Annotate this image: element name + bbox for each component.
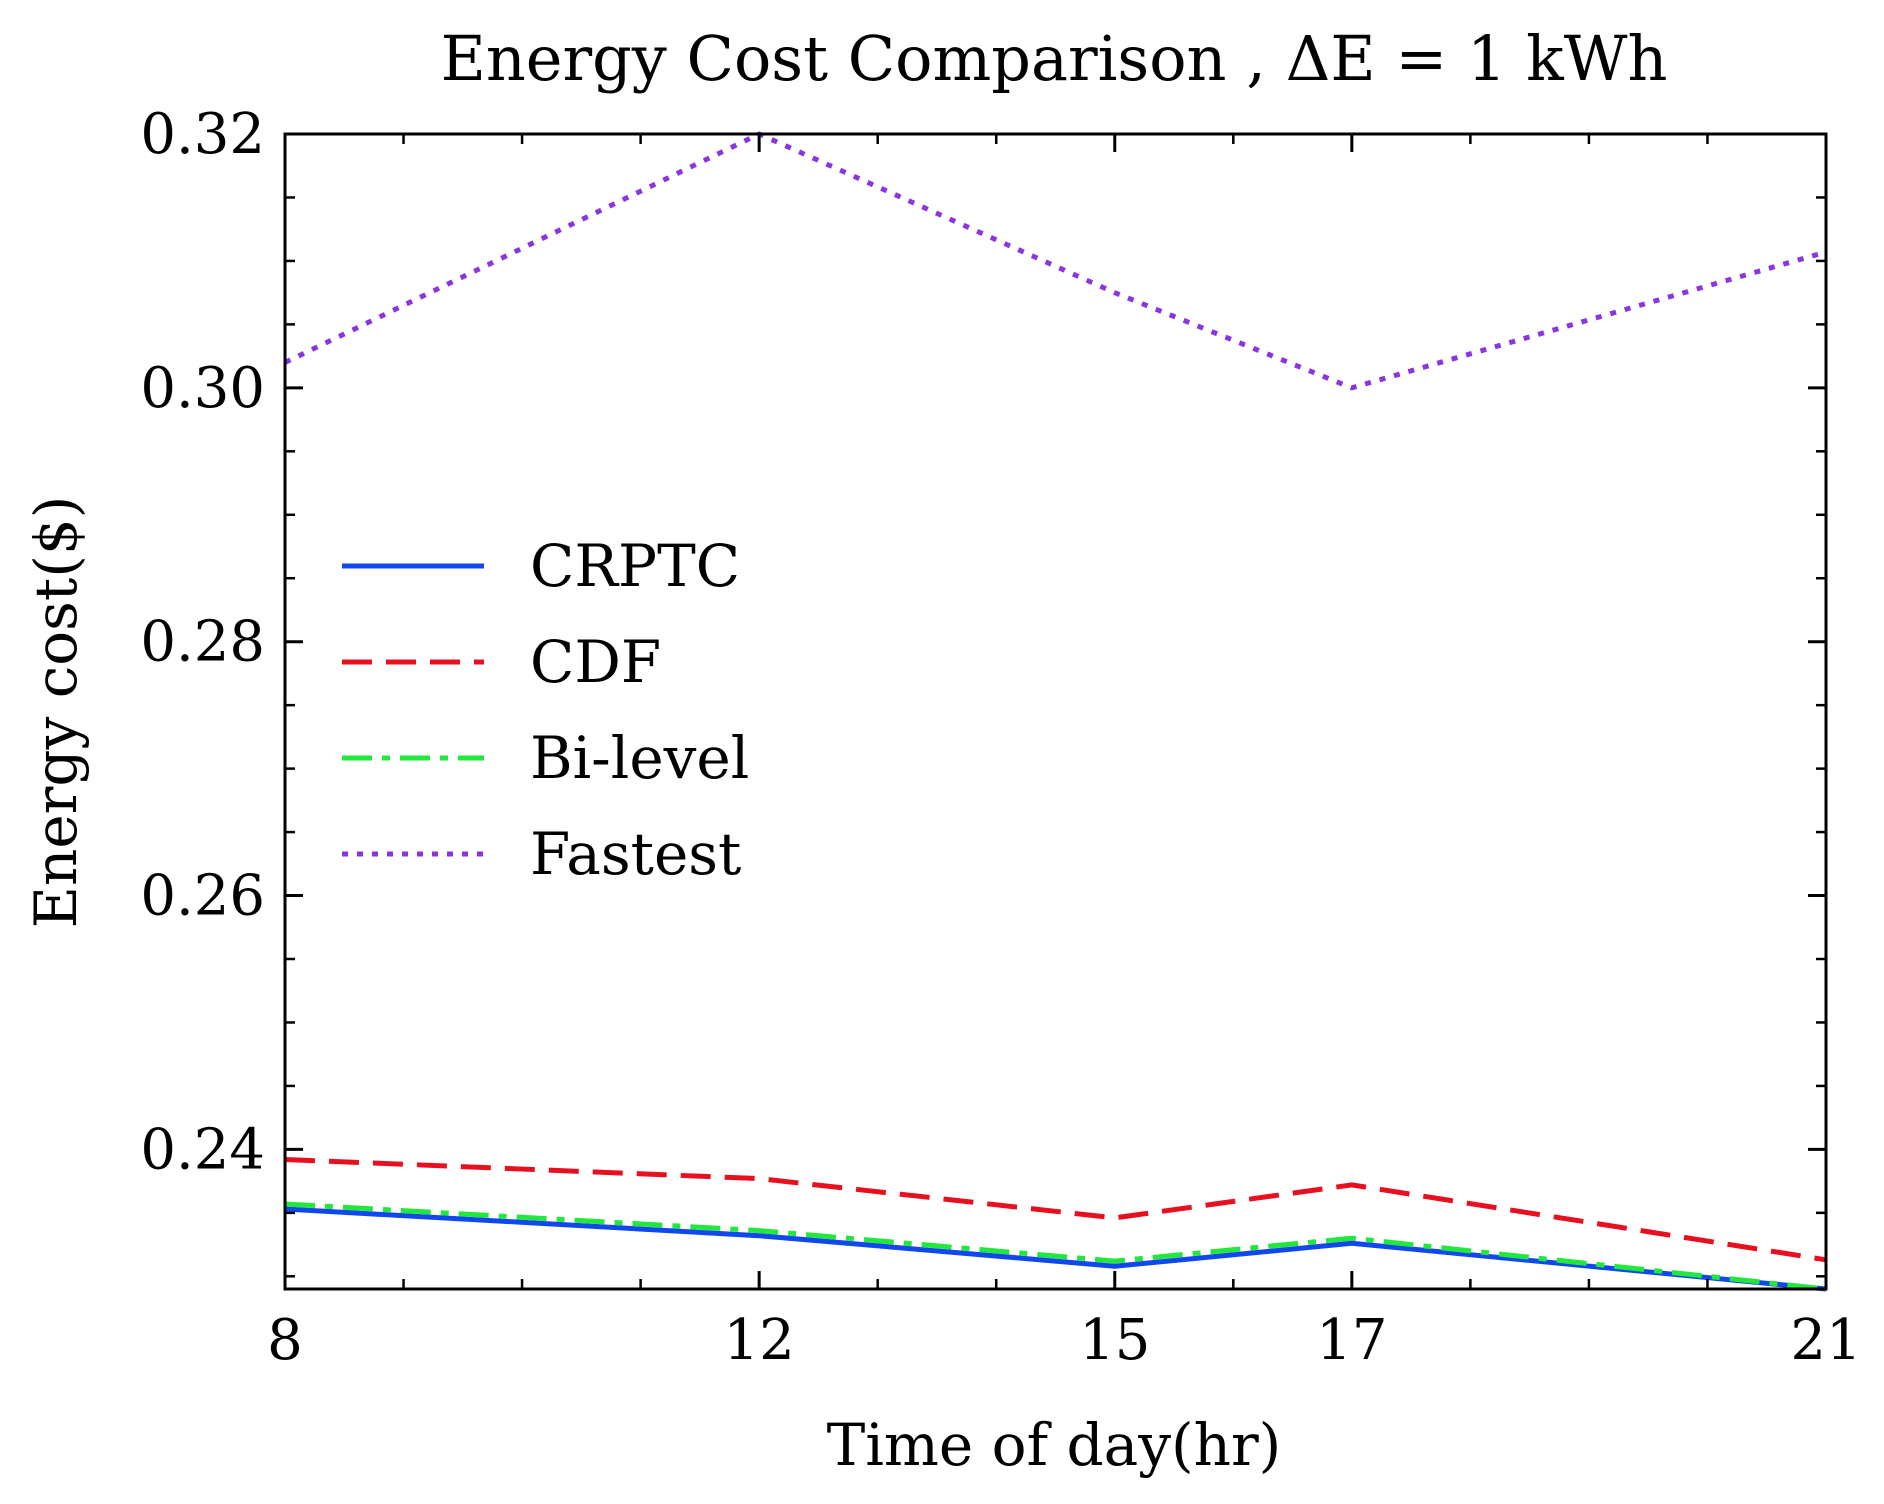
y-axis-label: Energy cost($) (22, 496, 90, 929)
y-tick-label: 0.32 (140, 102, 265, 167)
legend-label-bi-level: Bi-level (530, 724, 749, 792)
y-tick-label: 0.24 (140, 1117, 265, 1182)
x-tick-label: 12 (724, 1308, 795, 1373)
x-axis-label: Time of day(hr) (827, 1411, 1282, 1479)
legend-label-fastest: Fastest (530, 820, 741, 888)
y-tick-label: 0.26 (140, 864, 265, 929)
x-tick-label: 17 (1316, 1308, 1387, 1373)
x-tick-label: 15 (1079, 1308, 1150, 1373)
series-line-crptc (284, 1206, 1827, 1292)
plot-frame (283, 132, 1828, 1291)
series-layer (283, 131, 1827, 1292)
series-line-fastest (283, 131, 1827, 391)
legend: CRPTC CDF Bi-level Fastest (342, 532, 749, 888)
tick-labels-layer: 0.24 0.26 0.28 0.30 0.32 8 12 15 17 21 (140, 102, 1861, 1373)
x-tick-label: 8 (267, 1308, 303, 1373)
chart-title: Energy Cost Comparison , ΔE = 1 kWh (441, 22, 1668, 95)
series-line-cdf (284, 1157, 1827, 1263)
legend-label-cdf: CDF (530, 628, 661, 696)
y-tick-label: 0.30 (140, 356, 265, 421)
series-line-bi-level (284, 1201, 1827, 1292)
x-tick-label: 21 (1790, 1308, 1861, 1373)
y-tick-label: 0.28 (140, 610, 265, 675)
legend-label-crptc: CRPTC (530, 532, 740, 600)
